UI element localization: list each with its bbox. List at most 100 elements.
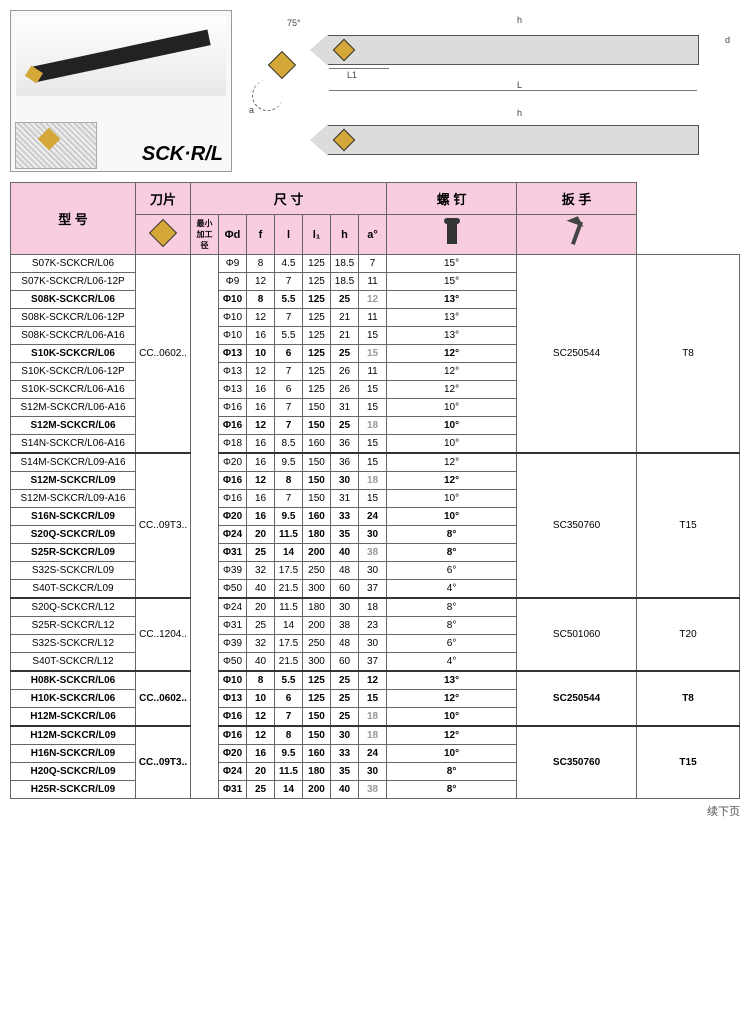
cell-f: 16 bbox=[247, 435, 275, 454]
cell-a: 4° bbox=[387, 653, 517, 672]
cell-a: 8° bbox=[387, 544, 517, 562]
cell-hh: 15 bbox=[359, 690, 387, 708]
cell-l1: 125 bbox=[303, 255, 331, 273]
cell-a: 8° bbox=[387, 617, 517, 635]
cell-l1: 150 bbox=[303, 453, 331, 472]
hdr-f: f bbox=[247, 215, 275, 255]
table-row: H12M-SCKCR/L09CC..09T3..Φ16128150301812°… bbox=[11, 726, 740, 745]
hdr-l: l bbox=[275, 215, 303, 255]
cell-a: 4° bbox=[387, 580, 517, 599]
cell-model: S08K-SCKCR/L06-12P bbox=[11, 309, 136, 327]
cell-h: 18.5 bbox=[331, 255, 359, 273]
cell-h: 31 bbox=[331, 490, 359, 508]
cell-l1: 125 bbox=[303, 671, 331, 690]
hdr-minwork: 最小加工径 bbox=[191, 215, 219, 255]
cell-hh: 18 bbox=[359, 417, 387, 435]
cell-f: 16 bbox=[247, 399, 275, 417]
cell-f: 25 bbox=[247, 617, 275, 635]
cell-model: S16N-SCKCR/L09 bbox=[11, 508, 136, 526]
cell-l: 5.5 bbox=[275, 291, 303, 309]
cell-model: S25R-SCKCR/L12 bbox=[11, 617, 136, 635]
cell-d: Φ20 bbox=[219, 453, 247, 472]
cell-d: Φ10 bbox=[219, 291, 247, 309]
cell-a: 10° bbox=[387, 745, 517, 763]
cell-insert: CC..09T3.. bbox=[136, 726, 191, 799]
cell-wrench: T15 bbox=[637, 453, 740, 598]
dim-l: L bbox=[517, 80, 522, 90]
cell-l: 7 bbox=[275, 273, 303, 291]
cell-l1: 200 bbox=[303, 544, 331, 562]
cell-model: H10K-SCKCR/L06 bbox=[11, 690, 136, 708]
table-body: S07K-SCKCR/L06CC..0602..Φ984.512518.5715… bbox=[11, 255, 740, 799]
wrench-icon bbox=[571, 221, 583, 245]
cell-l: 8 bbox=[275, 472, 303, 490]
cell-a: 12° bbox=[387, 345, 517, 363]
screw-icon-cell bbox=[387, 215, 517, 255]
cell-hh: 12 bbox=[359, 671, 387, 690]
cell-h: 30 bbox=[331, 598, 359, 617]
cell-h: 60 bbox=[331, 580, 359, 599]
cell-f: 40 bbox=[247, 653, 275, 672]
cell-l: 11.5 bbox=[275, 598, 303, 617]
cell-model: S32S-SCKCR/L12 bbox=[11, 635, 136, 653]
cell-screw: SC250544 bbox=[517, 255, 637, 454]
cell-l: 9.5 bbox=[275, 508, 303, 526]
cell-insert: CC..09T3.. bbox=[136, 453, 191, 598]
cell-l: 17.5 bbox=[275, 562, 303, 580]
cell-l: 7 bbox=[275, 490, 303, 508]
cell-l1: 250 bbox=[303, 562, 331, 580]
cell-d: Φ13 bbox=[219, 345, 247, 363]
cell-d: Φ20 bbox=[219, 745, 247, 763]
cell-wrench: T8 bbox=[637, 255, 740, 454]
cell-hh: 12 bbox=[359, 291, 387, 309]
dim-h2: h bbox=[517, 108, 522, 118]
hdr-screw: 螺 钉 bbox=[387, 183, 517, 215]
cell-f: 12 bbox=[247, 273, 275, 291]
cell-h: 36 bbox=[331, 453, 359, 472]
hdr-a: a° bbox=[359, 215, 387, 255]
spec-table: 型 号 刀片 尺 寸 螺 钉 扳 手 最小加工径 Φd f l l₁ h a° … bbox=[10, 182, 740, 799]
screw-icon bbox=[447, 222, 457, 244]
cell-h: 18.5 bbox=[331, 273, 359, 291]
cell-l1: 125 bbox=[303, 381, 331, 399]
cell-l1: 150 bbox=[303, 472, 331, 490]
cell-a: 15° bbox=[387, 273, 517, 291]
cell-hh: 18 bbox=[359, 708, 387, 727]
cell-f: 32 bbox=[247, 635, 275, 653]
hdr-phid: Φd bbox=[219, 215, 247, 255]
cell-l1: 180 bbox=[303, 598, 331, 617]
cell-hh: 23 bbox=[359, 617, 387, 635]
cell-l1: 125 bbox=[303, 273, 331, 291]
cell-h: 48 bbox=[331, 635, 359, 653]
cell-l1: 180 bbox=[303, 526, 331, 544]
cell-d: Φ16 bbox=[219, 417, 247, 435]
cell-f: 16 bbox=[247, 508, 275, 526]
cell-h: 60 bbox=[331, 653, 359, 672]
cell-d: Φ10 bbox=[219, 327, 247, 345]
cell-a: 12° bbox=[387, 453, 517, 472]
table-row: H08K-SCKCR/L06CC..0602..Φ1085.5125251213… bbox=[11, 671, 740, 690]
hdr-l1: l₁ bbox=[303, 215, 331, 255]
cell-d: Φ16 bbox=[219, 472, 247, 490]
cell-l: 21.5 bbox=[275, 580, 303, 599]
cell-l1: 125 bbox=[303, 327, 331, 345]
cell-model: S20Q-SCKCR/L12 bbox=[11, 598, 136, 617]
cell-h: 30 bbox=[331, 472, 359, 490]
cell-l1: 150 bbox=[303, 399, 331, 417]
cell-l: 4.5 bbox=[275, 255, 303, 273]
table-row: S07K-SCKCR/L06CC..0602..Φ984.512518.5715… bbox=[11, 255, 740, 273]
cell-hh: 37 bbox=[359, 580, 387, 599]
cell-a: 13° bbox=[387, 291, 517, 309]
cell-l1: 300 bbox=[303, 653, 331, 672]
technical-diagram: 75° L1 L h h d a bbox=[247, 10, 740, 170]
cell-l1: 160 bbox=[303, 508, 331, 526]
cell-d: Φ24 bbox=[219, 763, 247, 781]
cell-model: S10K-SCKCR/L06 bbox=[11, 345, 136, 363]
cell-h: 48 bbox=[331, 562, 359, 580]
cell-l1: 125 bbox=[303, 690, 331, 708]
cell-model: H16N-SCKCR/L09 bbox=[11, 745, 136, 763]
cell-l: 9.5 bbox=[275, 453, 303, 472]
cell-hh: 7 bbox=[359, 255, 387, 273]
cell-f: 16 bbox=[247, 453, 275, 472]
insert-icon bbox=[149, 219, 177, 247]
